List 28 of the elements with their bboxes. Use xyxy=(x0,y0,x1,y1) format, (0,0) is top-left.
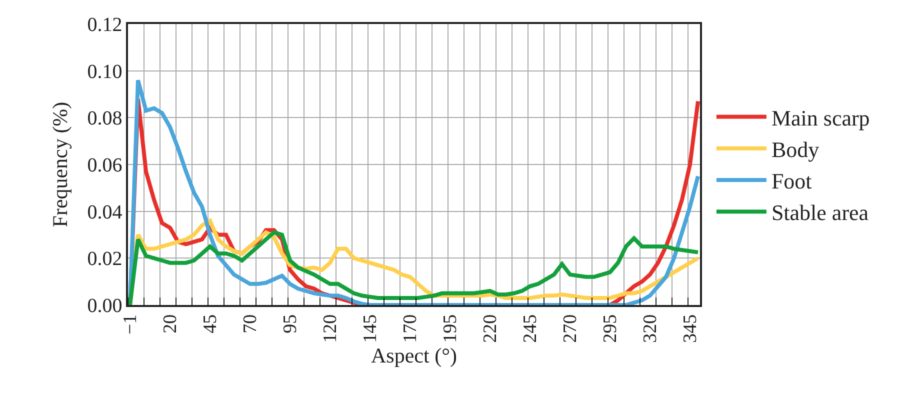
legend-label: Foot xyxy=(771,168,812,194)
y-tick-label: 0.04 xyxy=(87,201,122,224)
legend-label: Main scarp xyxy=(771,105,870,130)
legend-label: Stable area xyxy=(771,200,869,226)
x-tick-label: 70 xyxy=(240,314,262,334)
x-tick-label: 345 xyxy=(680,314,702,343)
x-tick-label: 220 xyxy=(480,314,502,343)
x-tick-label: 145 xyxy=(360,314,382,343)
x-tick-label: 45 xyxy=(200,314,222,334)
y-tick-label: 0.06 xyxy=(87,154,122,176)
x-tick-label: 120 xyxy=(320,314,342,343)
x-tick-label: 20 xyxy=(160,314,182,334)
x-tick-label: 170 xyxy=(400,314,422,343)
x-tick-label: 245 xyxy=(520,314,542,343)
y-tick-label: 0.02 xyxy=(87,248,122,270)
y-tick-label: 0.00 xyxy=(87,295,122,317)
y-tick-label: 0.10 xyxy=(87,60,122,83)
y-tick-label: 0.08 xyxy=(87,108,122,130)
x-tick-label: 295 xyxy=(600,314,622,343)
x-tick-label: 270 xyxy=(560,314,582,343)
legend-label: Body xyxy=(771,136,820,162)
x-tick-label: 320 xyxy=(640,314,662,343)
y-axis-title: Frequency (%) xyxy=(48,102,72,228)
y-tick-label: 0.12 xyxy=(87,14,122,36)
x-tick-label: 95 xyxy=(280,314,302,334)
x-tick-label: −1 xyxy=(120,314,142,335)
x-axis-title: Aspect (°) xyxy=(371,344,457,368)
x-tick-label: 195 xyxy=(440,314,462,343)
